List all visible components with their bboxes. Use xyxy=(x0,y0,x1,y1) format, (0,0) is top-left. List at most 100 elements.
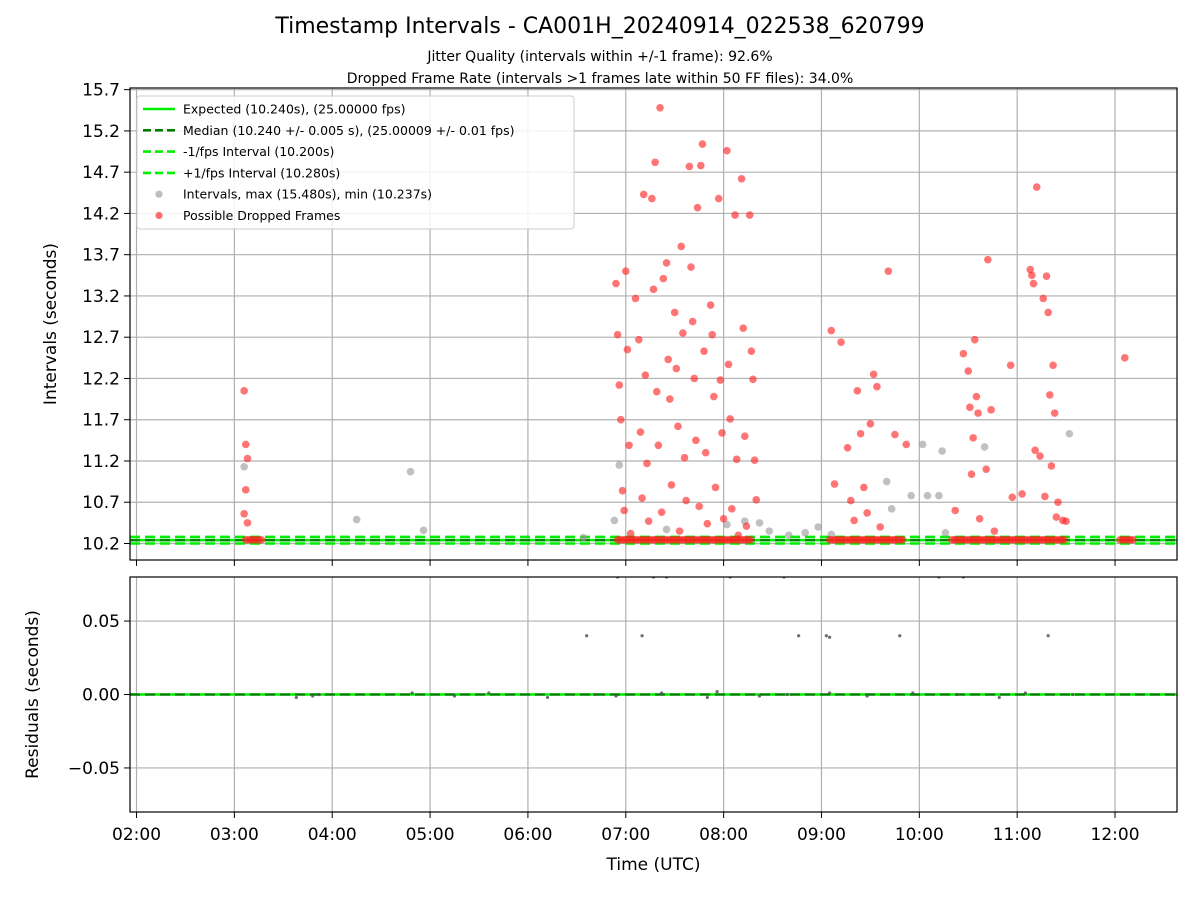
dropped-frame-point xyxy=(706,301,715,309)
dropped-frame-point xyxy=(1008,493,1017,502)
dropped-frame-point xyxy=(970,335,979,344)
ytick-label: 15.2 xyxy=(82,122,120,142)
interval-point xyxy=(765,527,774,535)
dropped-frame-point xyxy=(745,211,754,219)
dropped-frame-point xyxy=(240,509,248,518)
dropped-frame-point xyxy=(742,522,751,530)
ytick-label: 0.00 xyxy=(82,686,120,706)
legend-swatch-point xyxy=(155,190,163,198)
dropped-frame-point xyxy=(672,364,681,373)
dropped-frame-point xyxy=(649,285,658,294)
dropped-frame-point xyxy=(987,406,995,414)
residual-point xyxy=(997,695,1001,700)
residual-point xyxy=(898,634,902,638)
interval-point xyxy=(723,520,731,529)
interval-point xyxy=(941,528,950,537)
dropped-frame-point xyxy=(243,519,252,527)
ytick-label: 12.2 xyxy=(82,369,120,389)
plot-area xyxy=(130,577,1177,700)
residual-point xyxy=(410,691,414,695)
xtick-label: 10:00 xyxy=(895,825,944,845)
dropped-frame-point xyxy=(682,496,690,505)
xtick-label: 04:00 xyxy=(308,825,357,845)
legend-label: Intervals, max (15.480s), min (10.237s) xyxy=(183,187,432,202)
dropped-frame-point xyxy=(1041,492,1049,501)
dropped-frame-point xyxy=(737,174,746,183)
interval-point xyxy=(887,505,896,513)
dropped-frame-point xyxy=(975,514,984,523)
dropped-frame-point xyxy=(696,161,705,170)
dropped-frame-point xyxy=(621,267,630,275)
legend-swatch-point xyxy=(155,211,163,220)
dropped-frame-point xyxy=(1062,517,1070,526)
dropped-frame-point xyxy=(623,345,632,354)
dropped-frame-point xyxy=(662,259,671,267)
residual-point xyxy=(1046,634,1050,638)
interval-point xyxy=(1065,429,1074,438)
ytick-label: 11.2 xyxy=(82,452,120,472)
legend-box xyxy=(136,95,575,230)
legend-label: -1/fps Interval (10.200s) xyxy=(183,144,334,159)
dropped-frame-point xyxy=(1121,354,1129,362)
interval-point xyxy=(240,462,248,471)
dropped-frame-point xyxy=(1006,361,1015,370)
residual-point xyxy=(797,634,801,638)
axes-frame xyxy=(129,576,1178,813)
dropped-frame-point xyxy=(657,508,666,516)
residual-point xyxy=(785,692,789,697)
residual-point xyxy=(487,691,491,695)
dropped-frame-point xyxy=(830,480,839,488)
dropped-frame-point xyxy=(692,436,700,445)
dropped-frame-point xyxy=(727,505,736,513)
dropped-frame-point xyxy=(636,428,645,436)
dropped-frame-point xyxy=(951,506,960,515)
y-axis-label: Residuals (seconds) xyxy=(23,610,43,779)
dropped-frame-point xyxy=(617,415,625,424)
legend-label: Possible Dropped Frames xyxy=(183,208,340,223)
dropped-frame-point xyxy=(626,529,635,538)
dropped-frame-point xyxy=(1044,308,1052,317)
dropped-frame-point xyxy=(739,324,747,332)
dropped-frame-point xyxy=(860,483,868,492)
dropped-frame-point xyxy=(651,158,659,167)
interval-point xyxy=(785,531,793,540)
dropped-frame-point xyxy=(701,448,710,457)
interval-point xyxy=(406,467,415,476)
residual-point xyxy=(1071,692,1075,697)
ytick-label: 13.7 xyxy=(82,246,120,266)
ytick-label: 14.2 xyxy=(82,204,120,224)
dropped-frame-point xyxy=(719,514,728,523)
dropped-frame-point xyxy=(746,535,755,544)
interval-point xyxy=(352,515,361,524)
residuals-panel: −0.05 0.00 0.05 02:00 03:00 04:00 05:00 06:00 07… xyxy=(23,576,1178,875)
interval-point xyxy=(579,533,588,542)
dropped-frame-point xyxy=(241,440,250,449)
x-axis-label: Time (UTC) xyxy=(606,855,701,875)
dropped-frame-point xyxy=(752,495,761,504)
dropped-frame-point xyxy=(638,494,646,502)
xtick-label: 07:00 xyxy=(601,825,650,845)
dropped-frame-point xyxy=(1054,498,1062,507)
dropped-frame-point xyxy=(984,255,992,264)
dropped-frame-point xyxy=(1049,361,1057,370)
dropped-frame-point xyxy=(982,465,990,474)
residual-point xyxy=(294,695,298,700)
dropped-frame-point xyxy=(664,355,672,364)
ytick-label: 11.7 xyxy=(82,411,120,431)
dropped-frame-point xyxy=(680,453,689,462)
dropped-frame-point xyxy=(866,420,875,428)
dropped-frame-point xyxy=(620,506,628,515)
dropped-frame-point xyxy=(884,267,893,275)
dropped-frame-point xyxy=(618,486,627,495)
xtick-label: 06:00 xyxy=(503,825,552,845)
chart-subtitle-dropped: Dropped Frame Rate (intervals >1 frames … xyxy=(346,71,854,87)
residual-point xyxy=(317,692,321,697)
dropped-frame-point xyxy=(257,535,266,544)
dropped-frame-point xyxy=(967,470,976,478)
dropped-frame-point xyxy=(1047,462,1056,470)
dropped-frame-point xyxy=(750,456,759,464)
dropped-frame-point xyxy=(1018,490,1026,498)
dropped-frame-point xyxy=(685,162,694,171)
dropped-frame-point xyxy=(711,483,720,492)
